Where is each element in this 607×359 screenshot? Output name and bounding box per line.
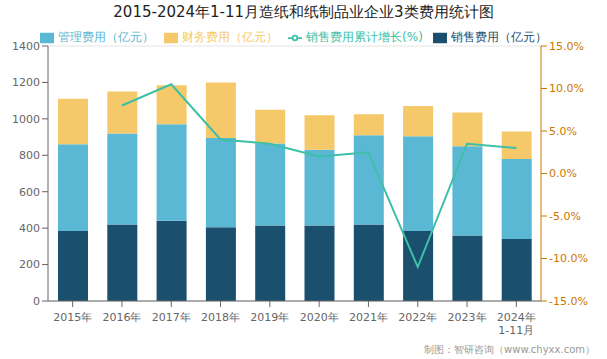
- html-text:销售费用（亿元）: 销售费用（亿元）: [450, 30, 547, 44]
- svg-text:800: 800: [19, 149, 40, 162]
- svg-text:2021年: 2021年: [349, 311, 388, 324]
- svg-text:2019年: 2019年: [250, 311, 289, 324]
- html-text:财务费用（亿元）: 财务费用（亿元）: [182, 30, 279, 44]
- svg-text:200: 200: [19, 258, 40, 271]
- svg-text:2017年: 2017年: [152, 311, 191, 324]
- svg-text:1400: 1400: [12, 40, 40, 53]
- svg-text:0: 0: [33, 295, 40, 308]
- svg-text:-10.0%: -10.0%: [549, 252, 588, 265]
- svg-text:15.0%: 15.0%: [549, 40, 584, 53]
- svg-text:600: 600: [19, 186, 40, 199]
- html-text:2015-2024年1-11月造纸和纸制品业企业3类费用统计: 2015-2024年1-11月造纸和纸制品业企业3类费用统计图: [113, 3, 494, 21]
- svg-text:2016年: 2016年: [102, 311, 141, 324]
- html-text:管理费用（亿元）: 管理费用（亿元）: [58, 30, 155, 44]
- svg-text:2015年: 2015年: [53, 311, 92, 324]
- svg-text:-15.0%: -15.0%: [549, 295, 588, 308]
- svg-text:0.0%: 0.0%: [549, 167, 577, 180]
- svg-text:5.0%: 5.0%: [549, 125, 577, 138]
- svg-text:-5.0%: -5.0%: [549, 210, 581, 223]
- svg-text:400: 400: [19, 222, 40, 235]
- html-text:销售费用累计增长(%): 销售费用累计增长(%): [306, 30, 423, 44]
- svg-text:2018年: 2018年: [201, 311, 240, 324]
- svg-text:2023年: 2023年: [448, 311, 487, 324]
- svg-text:10.0%: 10.0%: [549, 82, 584, 95]
- svg-text:2024年1-11月: 2024年1-11月: [497, 311, 536, 337]
- svg-text:1200: 1200: [12, 76, 40, 89]
- svg-text:1000: 1000: [12, 113, 40, 126]
- html-text:制图：智研咨询（www.chyxx.com）: 制图：智研咨询（www.chyxx.com）: [424, 344, 595, 355]
- svg-text:2020年: 2020年: [300, 311, 339, 324]
- svg-text:2022年: 2022年: [398, 311, 437, 324]
